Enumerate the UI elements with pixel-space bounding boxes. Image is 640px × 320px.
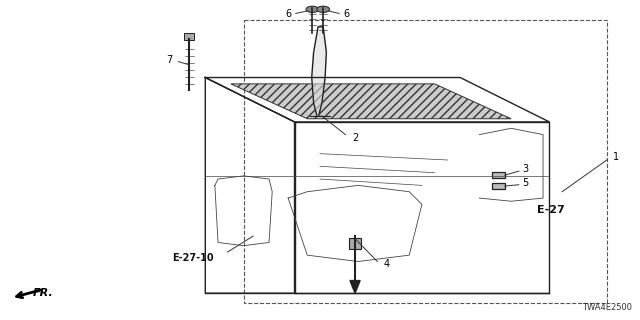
Text: 6: 6 — [344, 9, 349, 19]
Bar — [492, 183, 505, 189]
Text: 4: 4 — [384, 259, 390, 269]
Text: E-27: E-27 — [537, 205, 564, 215]
Text: TWA4E2500: TWA4E2500 — [582, 303, 632, 312]
Text: 7: 7 — [166, 55, 172, 65]
Circle shape — [317, 6, 330, 12]
Text: E-27-10: E-27-10 — [172, 253, 213, 263]
Circle shape — [306, 6, 319, 12]
Bar — [244, 20, 607, 303]
Text: 5: 5 — [523, 178, 529, 188]
Text: FR.: FR. — [33, 288, 54, 298]
Bar — [492, 172, 505, 178]
Text: 2: 2 — [352, 133, 358, 143]
Polygon shape — [312, 27, 326, 116]
Bar — [184, 33, 195, 40]
Text: 1: 1 — [613, 152, 620, 162]
Text: 3: 3 — [523, 164, 529, 174]
Polygon shape — [350, 281, 360, 293]
Polygon shape — [231, 84, 511, 119]
Text: 6: 6 — [285, 9, 291, 19]
Bar — [349, 238, 362, 249]
